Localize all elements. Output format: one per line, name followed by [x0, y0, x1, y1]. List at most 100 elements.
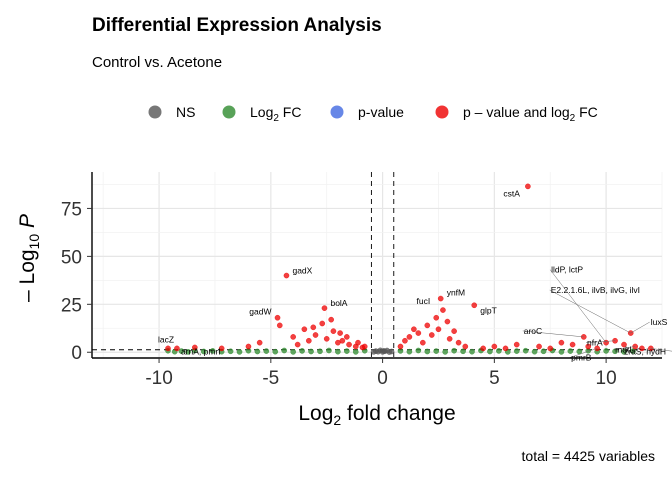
- legend-swatch-p: [330, 105, 344, 119]
- legend: NS Log2 FC p-value p – value and log2 FC: [148, 104, 598, 124]
- data-point: [531, 348, 538, 355]
- data-point: [326, 347, 332, 354]
- data-point: [411, 326, 417, 333]
- gene-label: E2.2.1.6L, ilvB, ilvG, ilvI: [551, 285, 640, 295]
- y-tick-label: 75: [61, 199, 82, 220]
- legend-label-fc: Log2 FC: [250, 104, 301, 124]
- data-point: [435, 326, 442, 333]
- data-point: [335, 348, 341, 355]
- data-point: [630, 348, 636, 354]
- data-point: [178, 348, 185, 354]
- legend-label-main: Log: [250, 104, 273, 120]
- legend-label-both: p – value and log2 FC: [463, 104, 598, 124]
- gene-label: mdtL: [615, 344, 634, 354]
- data-point: [415, 347, 422, 354]
- gene-label: bolA: [330, 298, 347, 308]
- data-point: [513, 341, 520, 348]
- data-point: [317, 348, 323, 355]
- data-point: [612, 348, 618, 355]
- y-tick-label: 25: [61, 295, 82, 316]
- gene-label: glpT: [480, 305, 497, 315]
- data-point: [513, 348, 520, 354]
- legend-label-main: p-value: [358, 104, 404, 120]
- data-point: [263, 348, 270, 354]
- data-point: [361, 343, 368, 350]
- data-point: [621, 341, 627, 348]
- data-point: [585, 343, 592, 350]
- data-point: [236, 349, 243, 355]
- gene-label: zraS, hydH: [624, 347, 666, 357]
- y-title-italic: P: [16, 214, 39, 234]
- data-point: [388, 348, 395, 355]
- data-point: [245, 343, 252, 350]
- legend-label-main: NS: [176, 104, 195, 120]
- data-point: [576, 348, 583, 355]
- data-point: [200, 348, 207, 355]
- data-point: [437, 295, 444, 302]
- data-point: [310, 324, 317, 331]
- data-point: [406, 348, 413, 355]
- data-point: [335, 339, 341, 346]
- data-point: [415, 330, 422, 336]
- legend-label-main: p – value and log: [463, 104, 570, 120]
- data-point: [569, 341, 576, 348]
- data-point: [480, 345, 486, 352]
- data-point: [446, 336, 453, 342]
- data-point: [402, 337, 408, 344]
- data-point: [460, 348, 466, 355]
- legend-swatch-both: [435, 105, 449, 119]
- data-point: [352, 349, 359, 355]
- gene-label: luxS: [651, 317, 668, 327]
- data-point: [290, 349, 296, 355]
- data-point: [328, 316, 334, 323]
- data-point: [558, 339, 565, 346]
- label-connector: [630, 321, 650, 334]
- data-point: [433, 348, 440, 354]
- data-point: [547, 345, 554, 352]
- data-point: [330, 328, 337, 334]
- data-point: [491, 343, 498, 350]
- x-title-base: Log: [298, 402, 333, 425]
- data-point: [603, 348, 609, 354]
- data-point: [256, 339, 263, 346]
- data-point: [536, 343, 542, 350]
- label-connector: [614, 346, 636, 350]
- x-title-rest: fold change: [341, 402, 455, 425]
- gene-label: cstA: [503, 188, 520, 198]
- data-point: [294, 341, 301, 348]
- data-point: [444, 318, 451, 325]
- data-point: [283, 272, 290, 279]
- gene-labels: cstA gadX gadW bolA ynfM fucI glpT lacZ arnA, pm…: [158, 188, 672, 362]
- chart-subtitle: Control vs. Acetone: [92, 54, 222, 71]
- data-point: [451, 347, 457, 354]
- data-point: [227, 348, 234, 355]
- legend-label-after: FC: [279, 104, 302, 120]
- data-point: [308, 348, 314, 355]
- x-title-sub: 2: [333, 412, 341, 428]
- axes: -10 -5 0 5 10 0 25 50 75: [61, 172, 662, 389]
- data-point: [522, 347, 529, 354]
- data-point: [451, 328, 457, 334]
- y-axis-title: – Log10 P: [16, 214, 42, 302]
- data-point: [165, 345, 171, 352]
- legend-label-sub: 2: [570, 113, 576, 124]
- data-point: [276, 322, 283, 329]
- legend-label-after: FC: [575, 104, 598, 120]
- data-point: [639, 345, 645, 352]
- data-point: [462, 343, 469, 350]
- label-connector: [522, 330, 584, 338]
- x-tick-label: -5: [262, 368, 279, 389]
- data-point: [272, 348, 279, 355]
- data-point: [323, 336, 330, 342]
- data-point: [406, 334, 413, 340]
- data-point: [319, 320, 326, 327]
- data-point: [185, 349, 191, 355]
- y-title-sub: 10: [26, 234, 42, 250]
- data-point: [274, 314, 281, 321]
- legend-label-ns: NS: [176, 104, 195, 120]
- data-points: [165, 183, 654, 355]
- data-point: [321, 305, 328, 311]
- data-point: [496, 348, 502, 354]
- chart-title: Differential Expression Analysis: [92, 15, 382, 36]
- data-point: [525, 183, 531, 190]
